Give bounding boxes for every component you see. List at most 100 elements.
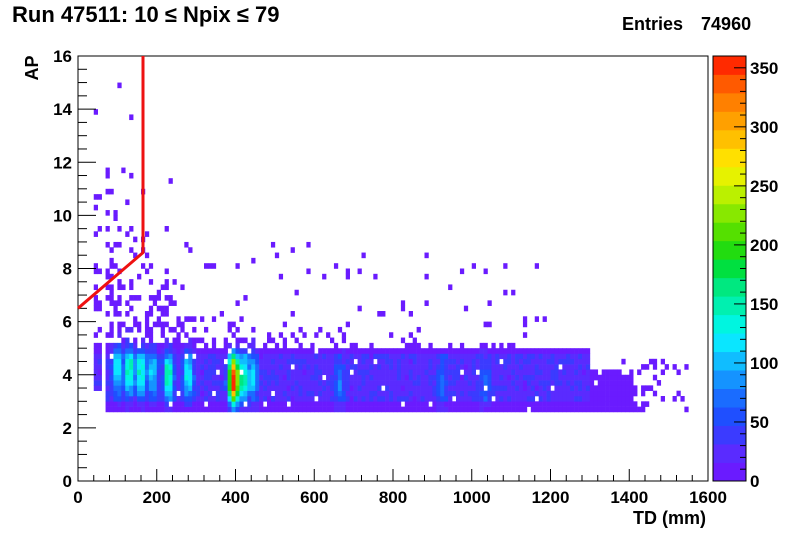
heatmap-cell [385, 406, 390, 413]
heatmap-cell [471, 390, 476, 397]
heatmap-cell [192, 396, 197, 402]
heatmap-cell [200, 406, 205, 413]
heatmap-cell [404, 364, 410, 370]
heatmap-cell [223, 385, 228, 391]
heatmap-cell [385, 353, 390, 360]
heatmap-cell [495, 396, 500, 402]
heatmap-cell [361, 385, 366, 391]
heatmap-cell [227, 364, 232, 370]
heatmap-cell [113, 380, 118, 386]
heatmap-cell [574, 390, 579, 397]
heatmap-cell [345, 358, 350, 365]
heatmap-cell [444, 374, 449, 381]
heatmap-cell [137, 390, 142, 397]
heatmap-cell [459, 406, 465, 413]
heatmap-cell [184, 401, 189, 407]
heatmap-cell [546, 396, 551, 402]
heatmap-cell [164, 321, 169, 328]
heatmap-cell [369, 390, 374, 397]
heatmap-cell [109, 247, 114, 253]
heatmap-cell [144, 364, 150, 370]
heatmap-cell [156, 401, 161, 407]
heatmap-cell [121, 321, 126, 328]
heatmap-cell [137, 358, 142, 365]
heatmap-cell [522, 358, 528, 365]
heatmap-cell [259, 358, 264, 365]
heatmap-cell [404, 342, 410, 349]
palette-swatch [713, 351, 746, 371]
heatmap-cell [278, 358, 284, 365]
heatmap-cell [538, 385, 543, 391]
heatmap-cell [597, 385, 602, 391]
heatmap-cell [97, 358, 102, 365]
heatmap-cell [467, 353, 473, 360]
heatmap-cell [219, 353, 224, 360]
heatmap-cell [255, 385, 260, 391]
heatmap-cell [337, 326, 343, 333]
heatmap-cell [97, 194, 102, 200]
heatmap-cell [519, 380, 524, 386]
heatmap-cell [389, 332, 394, 338]
heatmap-cell [310, 390, 315, 397]
palette-swatch [713, 407, 746, 426]
heatmap-cell [164, 284, 169, 291]
heatmap-cell [412, 364, 417, 370]
heatmap-cell [365, 380, 370, 386]
heatmap-cell [546, 390, 551, 397]
heatmap-cell [211, 364, 217, 370]
heatmap-cell [452, 406, 457, 413]
heatmap-cell [593, 390, 599, 397]
heatmap-cell [148, 364, 154, 370]
heatmap-cell [227, 385, 232, 391]
heatmap-cell [278, 348, 284, 354]
heatmap-cell [483, 396, 488, 402]
heatmap-cell [641, 401, 646, 407]
heatmap-cell [278, 380, 284, 386]
heatmap-cell [357, 374, 362, 381]
heatmap-cell [290, 348, 295, 354]
heatmap-cell [290, 369, 295, 376]
heatmap-cell [263, 385, 268, 391]
heatmap-cell [452, 374, 457, 381]
heatmap-cell [160, 332, 165, 338]
heatmap-cell [459, 353, 465, 360]
stats-value: 74960 [701, 14, 752, 34]
heatmap-cell [141, 406, 146, 413]
heatmap-cell [117, 374, 122, 381]
heatmap-cell [144, 348, 150, 354]
heatmap-cell [267, 380, 272, 386]
heatmap-cell [432, 374, 437, 381]
z-tick-label: 250 [750, 177, 778, 196]
heatmap-cell [109, 390, 114, 397]
heatmap-cell [522, 348, 528, 354]
heatmap-cell [381, 374, 386, 381]
heatmap-cell [637, 369, 642, 376]
heatmap-cell [341, 364, 347, 370]
heatmap-cell [440, 385, 445, 391]
heatmap-cell [294, 364, 299, 370]
heatmap-cell [129, 114, 134, 121]
heatmap-cell [200, 396, 205, 402]
heatmap-cell [459, 385, 465, 391]
heatmap-cell [456, 406, 461, 413]
heatmap-cell [570, 364, 575, 370]
heatmap-cell [550, 348, 555, 354]
heatmap-cell [117, 82, 122, 89]
heatmap-cell [400, 353, 406, 360]
heatmap-cell [141, 353, 146, 360]
heatmap-cell [534, 316, 539, 322]
heatmap-cell [507, 385, 512, 391]
heatmap-cell [318, 396, 323, 402]
heatmap-cell [144, 342, 150, 349]
cut-line [77, 56, 145, 310]
heatmap-cell [326, 348, 331, 354]
heatmap-cell [487, 401, 492, 407]
heatmap-cell [97, 369, 102, 376]
heatmap-cell [298, 390, 303, 397]
heatmap-cell [152, 321, 158, 328]
heatmap-cell [393, 380, 398, 386]
heatmap-cell [152, 295, 158, 301]
heatmap-cell [235, 337, 240, 344]
heatmap-cell [302, 385, 307, 391]
heatmap-cell [404, 396, 410, 402]
